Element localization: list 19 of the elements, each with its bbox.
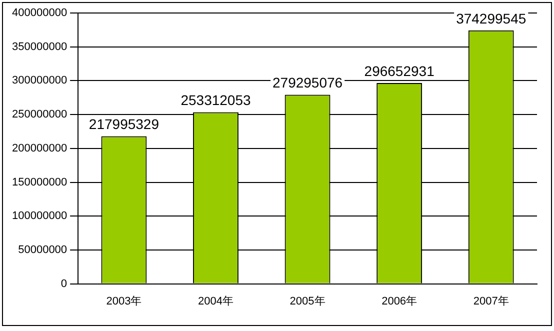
- y-tick-label: 150000000: [12, 176, 68, 188]
- y-tick-label: 400000000: [12, 7, 68, 20]
- y-tick-label: 100000000: [12, 210, 68, 222]
- y-tick-label: 350000000: [12, 40, 68, 53]
- y-tick-label: 0: [60, 278, 68, 290]
- y-tick-label: 50000000: [18, 244, 68, 256]
- y-tick-label: 250000000: [12, 108, 68, 121]
- data-label: 374299545: [456, 10, 526, 26]
- x-tick-label: 2006年: [382, 295, 418, 308]
- y-tick-label: 200000000: [12, 142, 68, 154]
- data-label: 217995329: [88, 116, 160, 132]
- y-tick-label: 300000000: [12, 74, 68, 87]
- x-tick-label: 2005年: [290, 295, 326, 308]
- data-label: 296652931: [364, 62, 435, 79]
- data-label: 253312053: [180, 92, 251, 108]
- x-tick-label: 2004年: [198, 295, 234, 308]
- x-tick-label: 2003年: [106, 295, 142, 308]
- x-tick-label: 2007年: [473, 295, 509, 308]
- data-label: 279295076: [272, 74, 343, 91]
